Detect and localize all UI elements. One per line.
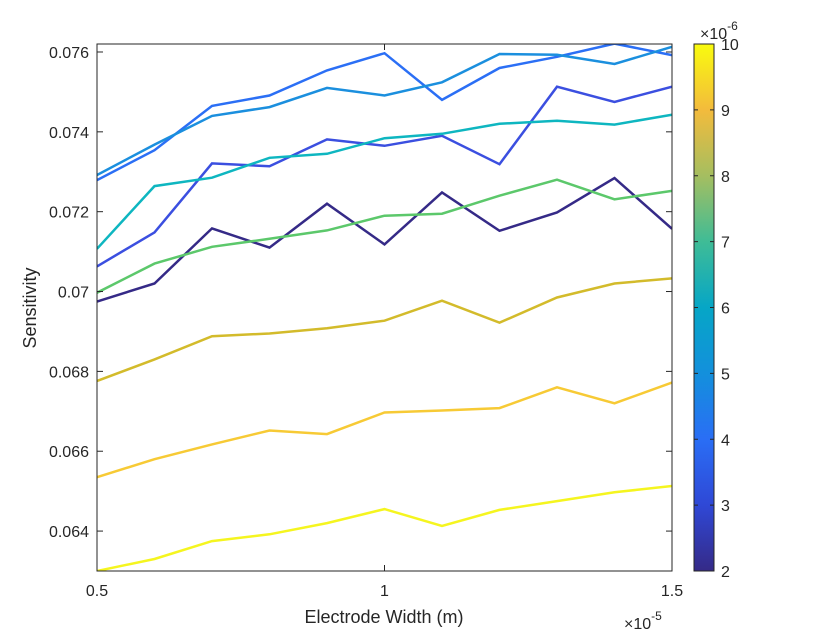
colorbar-tick-label: 4 (721, 432, 730, 449)
y-tick-label: 0.074 (49, 125, 89, 142)
series-line-8 (97, 381, 672, 479)
colorbar-tick-label: 8 (721, 169, 730, 186)
y-tick-label: 0.07 (58, 285, 89, 302)
series-line-5 (97, 113, 672, 250)
colorbar-tick-label: 10 (721, 37, 739, 54)
series-line-6 (97, 178, 672, 294)
colorbar-tick-label: 5 (721, 366, 730, 383)
series-line-3 (97, 44, 672, 182)
series-line-7 (97, 277, 672, 383)
x-tick-label: 0.5 (86, 583, 108, 600)
colorbar-tick-label: 3 (721, 498, 730, 515)
x-tick-label: 1.5 (661, 583, 683, 600)
colorbar-exponent-label: ×10-6 (700, 19, 738, 43)
colorbar-tick-label: 2 (721, 564, 730, 581)
series-line-1 (97, 176, 672, 303)
x-tick-label: 1 (380, 583, 389, 600)
series-layer (97, 44, 672, 571)
colorbar-tick-label: 6 (721, 301, 730, 318)
y-tick-label: 0.076 (49, 45, 89, 62)
plot-area (97, 44, 672, 571)
x-exponent-label: ×10-5 (624, 609, 662, 633)
series-line-4 (97, 45, 672, 177)
colorbar-tick-label: 9 (721, 103, 730, 120)
y-tick-label: 0.064 (49, 524, 89, 541)
y-axis-label: Sensitivity (20, 267, 40, 348)
series-line-2 (97, 85, 672, 268)
x-axis-label: Electrode Width (m) (304, 607, 463, 627)
y-tick-label: 0.072 (49, 205, 89, 222)
colorbar-axis: 2 3 4 5 6 7 8 9 10 (694, 37, 739, 581)
axes-layer: 0.5 1 1.5 0.064 0.066 0.068 0.07 0.072 0.074 0.07… (49, 43, 683, 600)
series-line-9 (97, 484, 672, 571)
y-tick-label: 0.068 (49, 364, 89, 381)
y-tick-label: 0.066 (49, 444, 89, 461)
colorbar-tick-label: 7 (721, 235, 730, 252)
